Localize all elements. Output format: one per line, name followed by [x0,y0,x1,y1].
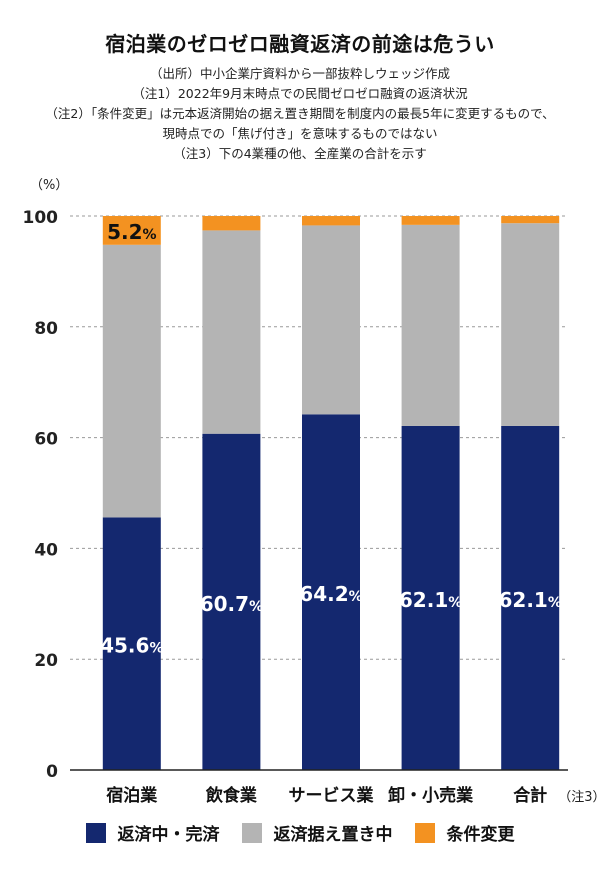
bar-segment-repaying [102,517,161,770]
bar-segment-repaying [501,425,560,770]
note-source: （出所）中小企業庁資料から一部抜粋しウェッジ作成 [149,66,450,81]
y-tick-label: 40 [34,540,58,560]
data-label-repaying: 60.7% [200,592,263,616]
y-tick-label: 20 [34,651,58,671]
x-tick-label: 卸・小売業 [388,785,473,806]
data-label-repaying: 62.1% [499,588,562,612]
legend-label-modified: 条件変更 [446,825,515,845]
bar-segment-modified [302,216,360,226]
note-3: （注3）下の4業種の他、全産業の合計を示す [173,146,427,161]
chart-title: 宿泊業のゼロゼロ融資返済の前途は危うい [105,32,495,56]
y-tick-label: 80 [34,319,58,339]
bar-segment-modified [501,216,560,224]
bar-segment-deferred [401,224,460,426]
legend-label-repaying: 返済中・完済 [117,825,220,845]
bar-segment-repaying [302,414,360,770]
stacked-bar-chart: （%） 0 20 40 60 80 100 45.6% 5.2% 宿泊業 60.7% 飲食業 64.2%… [23,178,600,806]
bar-segment-modified [202,216,261,231]
x-tick-label: 合計 [513,785,547,806]
legend-swatch-orange [414,822,435,843]
bar-segment-modified [102,216,161,245]
bar-segment-deferred [302,225,360,415]
data-label-modified: 5.2% [107,220,156,244]
y-tick-label: 100 [23,208,59,228]
x-tick-note: （注3） [558,790,600,805]
chart-notes: （出所）中小企業庁資料から一部抜粋しウェッジ作成 （注1）2022年9月末時点で… [0,64,600,164]
data-label-repaying: 64.2% [299,582,362,606]
y-axis-unit: （%） [30,178,68,193]
data-label-repaying: 45.6% [100,634,163,658]
bar-segment-repaying [202,433,261,770]
note-2: （注2）「条件変更」は元本返済開始の据え置き期間を制度内の最長5年に変更するもの… [45,106,555,121]
legend-label-deferred: 返済据え置き中 [273,825,393,845]
note-1: （注1）2022年9月末時点での民間ゼロゼロ融資の返済状況 [132,86,468,101]
legend-swatch-gray [241,822,262,843]
note-2-cont: 現時点での「焦げ付き」を意味するものではない [162,126,438,141]
y-tick-label: 60 [34,430,58,450]
bar-segment-deferred [501,223,560,426]
legend-item-repaying: 返済中・完済 [85,820,220,845]
bar-segment-deferred [202,230,261,434]
x-tick-label: 宿泊業 [106,785,157,806]
legend-item-modified: 条件変更 [414,820,515,845]
legend: 返済中・完済 返済据え置き中 条件変更 [0,820,600,845]
legend-swatch-navy [85,822,106,843]
data-label-repaying: 62.1% [399,588,462,612]
y-tick-label: 0 [46,762,58,782]
bar-segment-modified [401,216,460,225]
bar-segment-deferred [102,244,161,518]
legend-item-deferred: 返済据え置き中 [241,820,393,845]
x-tick-label: 飲食業 [205,785,257,806]
x-tick-label: サービス業 [289,785,374,806]
bar-segment-repaying [401,425,460,770]
